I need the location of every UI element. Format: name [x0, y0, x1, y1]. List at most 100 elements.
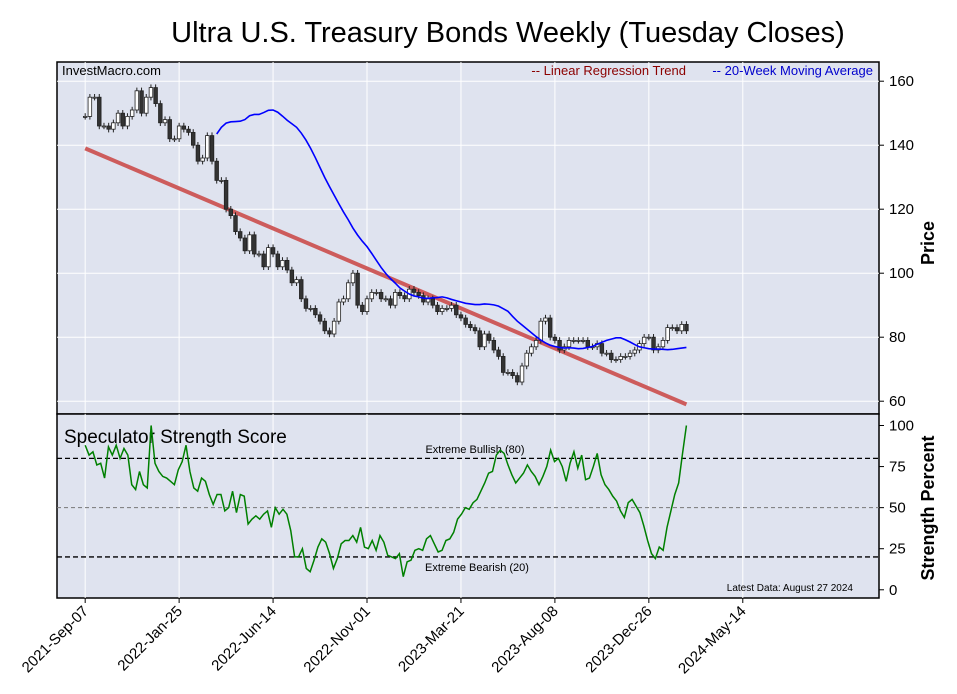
strength-y-label: Strength Percent: [918, 435, 938, 580]
candle: [87, 96, 93, 117]
strength-title: Speculator Strength Score: [64, 427, 287, 448]
candle: [82, 116, 88, 118]
candle: [552, 336, 558, 341]
price-y-ticks: 60 80 100 120 140 160: [879, 73, 914, 410]
candle: [580, 339, 586, 342]
candle: [571, 339, 576, 342]
candle: [360, 304, 365, 313]
candle: [308, 307, 313, 310]
candle: [463, 317, 468, 325]
price-panel: [56, 61, 880, 415]
candle: [162, 119, 168, 124]
candle: [237, 231, 243, 239]
moving-average-line: [216, 109, 687, 351]
candle: [106, 125, 111, 130]
candle: [679, 323, 684, 332]
candle: [209, 135, 215, 162]
candle: [472, 327, 478, 332]
regression-trend: [84, 146, 688, 407]
candle: [266, 247, 271, 268]
candle: [275, 253, 280, 268]
candle: [167, 119, 172, 140]
candle: [270, 247, 276, 255]
candle: [604, 352, 609, 355]
latest-data-label: Latest Data: August 27 2024: [727, 583, 854, 594]
candle: [125, 116, 130, 127]
x-tick-label: 2023-Mar-21: [395, 603, 468, 676]
candle: [496, 349, 501, 357]
candle: [139, 90, 144, 114]
candle: [242, 237, 248, 252]
candle: [247, 234, 252, 252]
x-tick-label: 2023-Dec-26: [582, 603, 655, 676]
candle: [444, 307, 450, 310]
candle: [120, 112, 125, 127]
candle: [599, 343, 605, 354]
candle: [214, 160, 219, 181]
candle: [195, 144, 201, 162]
candle: [233, 215, 238, 233]
x-tick-label: 2023-Aug-08: [488, 603, 561, 676]
candle: [191, 131, 196, 146]
candle: [482, 333, 487, 348]
candle: [486, 333, 492, 341]
candle: [148, 87, 154, 98]
candle: [646, 336, 652, 339]
candle: [468, 323, 473, 328]
candle: [627, 352, 633, 357]
candle: [111, 122, 116, 130]
candle: [397, 291, 403, 296]
candle: [477, 330, 482, 348]
candle: [261, 253, 266, 268]
candle: [665, 327, 670, 341]
candle: [623, 355, 628, 358]
x-axis-ticks: 2021-Sep-07 2022-Jan-25 2022-Jun-14 2022-No…: [19, 598, 750, 677]
candle: [439, 307, 445, 312]
candle: [144, 96, 149, 114]
candle: [411, 288, 417, 293]
candle: [176, 125, 182, 140]
candle: [383, 298, 388, 301]
candle: [660, 339, 666, 348]
threshold-lines: [57, 457, 879, 558]
strength-line: [84, 425, 688, 577]
candle: [129, 109, 135, 117]
candle: [524, 352, 529, 367]
price-grid: [57, 62, 879, 414]
candle: [186, 128, 191, 133]
strength-y-ticks: 0 25 50 75 100: [879, 418, 914, 599]
candle: [153, 87, 158, 104]
candle: [200, 157, 205, 162]
price-y-label: Price: [918, 221, 938, 265]
candle: [458, 314, 464, 319]
legend-moving-average: -- 20-Week Moving Average: [712, 63, 873, 78]
candle: [505, 371, 511, 374]
candle: [336, 301, 342, 322]
regression-line: [84, 146, 688, 407]
candle: [388, 298, 393, 306]
candle: [284, 259, 290, 271]
candle: [97, 96, 102, 127]
candle: [355, 272, 360, 306]
candle: [557, 339, 562, 351]
candle: [313, 307, 318, 316]
candle: [566, 339, 572, 348]
candle: [327, 330, 332, 335]
price-tick-label: 100: [889, 265, 914, 282]
candle: [252, 234, 257, 255]
x-tick-label: 2024-May-14: [675, 603, 750, 678]
legend-trend: -- Linear Regression Trend: [531, 63, 686, 78]
candle: [510, 371, 515, 376]
candle: [454, 304, 459, 316]
candle: [219, 179, 224, 182]
candle: [181, 125, 187, 130]
chart-title: Ultra U.S. Treasury Bonds Weekly (Tuesda…: [171, 17, 845, 49]
price-tick-label: 120: [889, 201, 914, 218]
candle: [585, 339, 590, 348]
candle: [374, 291, 379, 294]
price-tick-label: 60: [889, 393, 906, 410]
candle: [684, 323, 689, 332]
candle: [115, 112, 121, 124]
strength-tick-label: 75: [889, 459, 906, 476]
